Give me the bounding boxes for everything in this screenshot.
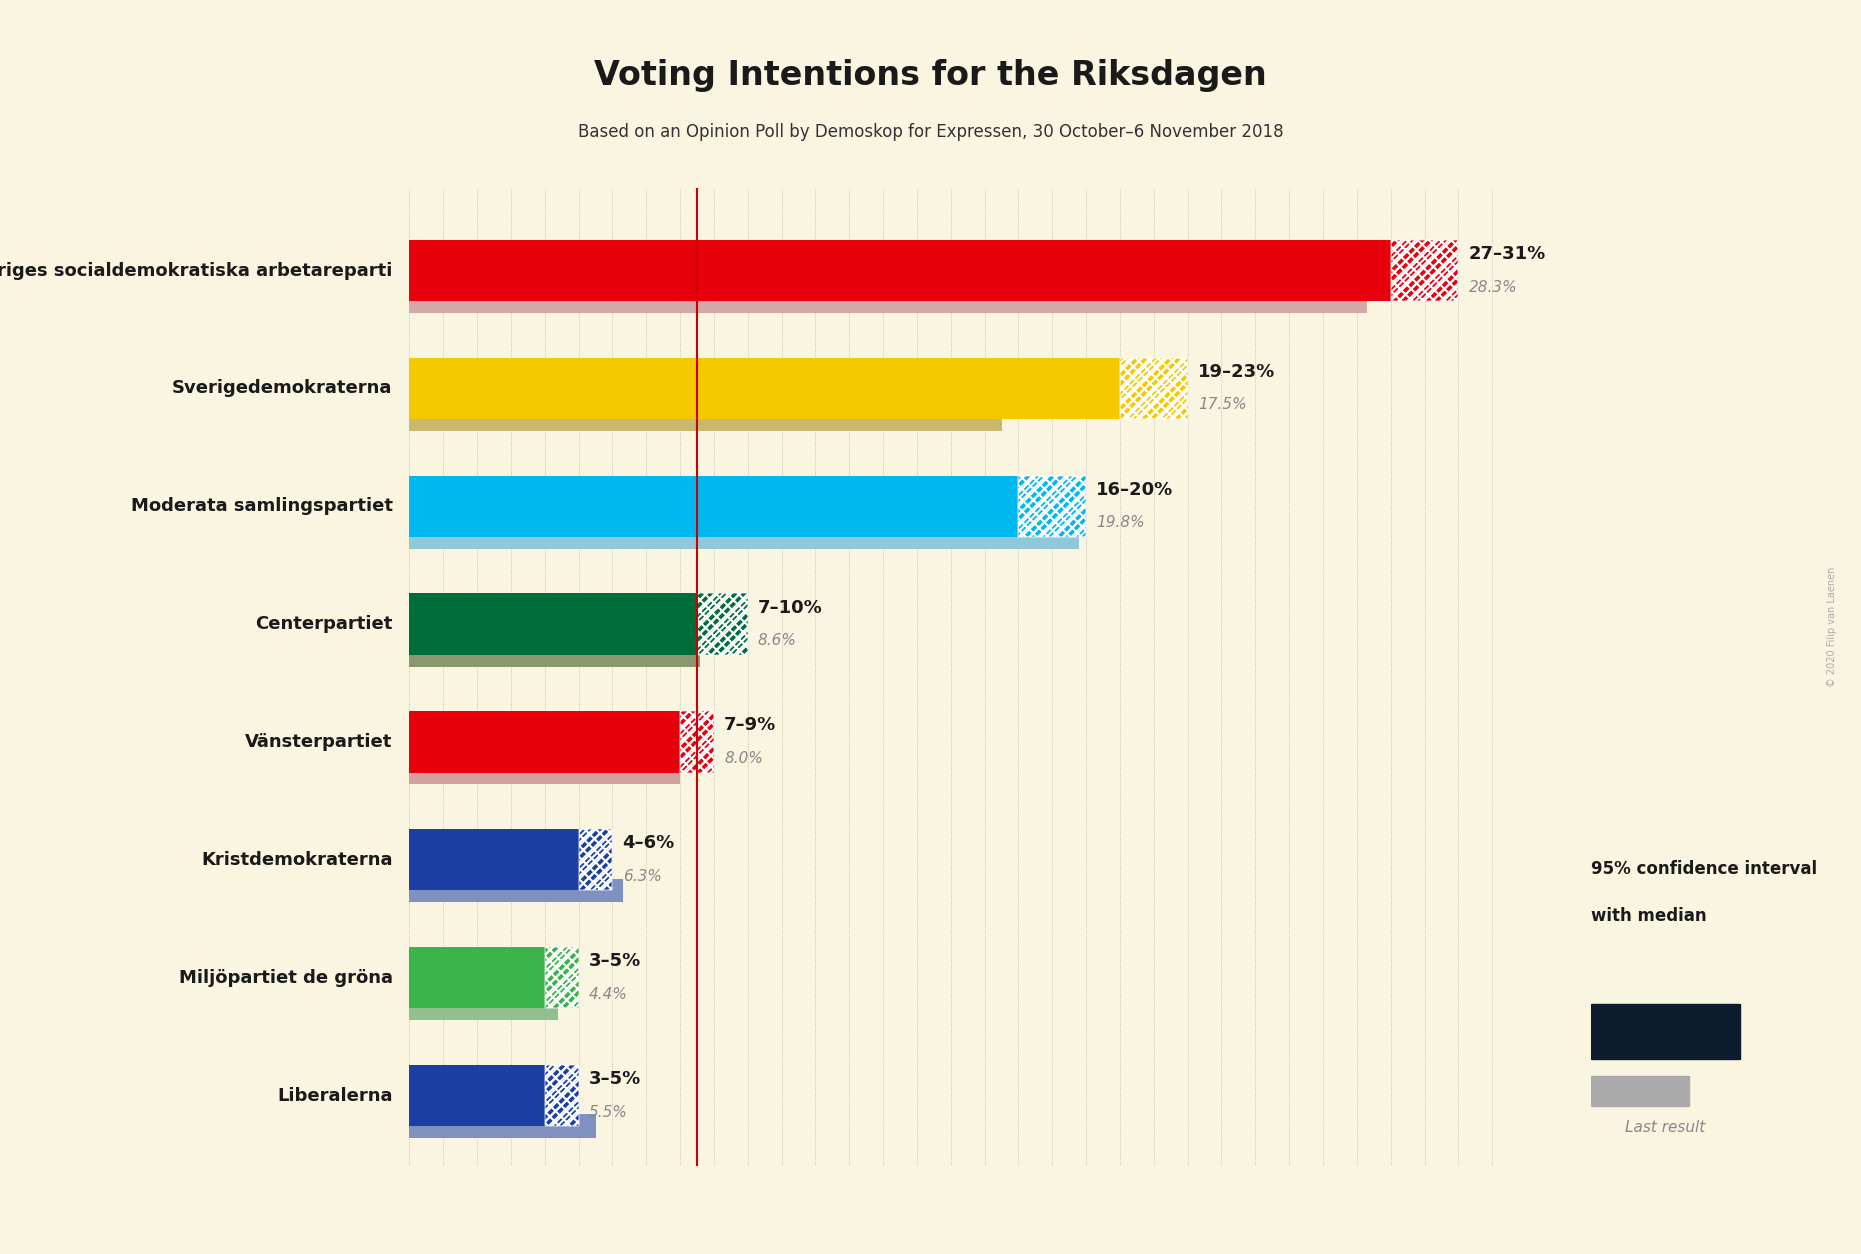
Text: 7–10%: 7–10% — [757, 598, 823, 617]
Bar — [679, 711, 715, 772]
Bar — [698, 593, 748, 655]
Bar — [1591, 1076, 1690, 1106]
Text: 3–5%: 3–5% — [588, 1070, 640, 1088]
Text: Sveriges socialdemokratiska arbetareparti: Sveriges socialdemokratiska arbetarepart… — [0, 262, 393, 280]
Text: 8.6%: 8.6% — [757, 633, 797, 648]
Bar — [545, 1065, 579, 1126]
Bar — [545, 947, 579, 1008]
Bar — [409, 829, 579, 890]
Text: 17.5%: 17.5% — [1198, 398, 1247, 413]
Bar — [1018, 475, 1087, 537]
Bar — [1120, 357, 1187, 419]
Text: Kristdemokraterna: Kristdemokraterna — [201, 850, 393, 869]
Text: Voting Intentions for the Riksdagen: Voting Intentions for the Riksdagen — [594, 59, 1267, 92]
Text: 6.3%: 6.3% — [623, 869, 661, 884]
Bar — [1120, 357, 1187, 419]
Bar — [679, 711, 715, 772]
Bar — [409, 357, 1120, 419]
Bar — [579, 829, 612, 890]
Bar — [409, 711, 679, 772]
Bar — [545, 1065, 579, 1126]
Text: 3–5%: 3–5% — [588, 952, 640, 971]
Bar — [1684, 1003, 1740, 1058]
Bar — [409, 879, 623, 902]
Text: 5.5%: 5.5% — [588, 1105, 627, 1120]
Bar — [545, 947, 579, 1008]
Text: © 2020 Filip van Laenen: © 2020 Filip van Laenen — [1828, 567, 1837, 687]
Text: Moderata samlingspartiet: Moderata samlingspartiet — [130, 498, 393, 515]
Text: 19–23%: 19–23% — [1198, 362, 1275, 381]
Text: Last result: Last result — [1625, 1120, 1707, 1135]
Bar — [409, 593, 698, 655]
Bar — [409, 290, 1368, 314]
Bar — [579, 829, 612, 890]
Text: 16–20%: 16–20% — [1096, 480, 1174, 499]
Text: 4.4%: 4.4% — [588, 987, 627, 1002]
Bar — [409, 1115, 596, 1137]
Text: Vänsterpartiet: Vänsterpartiet — [246, 734, 393, 751]
Bar — [409, 240, 1390, 301]
Text: Liberalerna: Liberalerna — [277, 1086, 393, 1105]
Bar — [409, 408, 1001, 431]
Bar — [409, 997, 558, 1020]
Text: 19.8%: 19.8% — [1096, 515, 1145, 530]
Text: 27–31%: 27–31% — [1468, 245, 1546, 263]
Bar — [409, 643, 700, 667]
Bar — [409, 761, 679, 785]
Bar — [1684, 1003, 1740, 1058]
Text: with median: with median — [1591, 908, 1707, 925]
Bar — [698, 593, 748, 655]
Bar — [409, 525, 1079, 549]
Text: 8.0%: 8.0% — [724, 751, 763, 766]
Text: 4–6%: 4–6% — [623, 834, 676, 853]
Bar — [1390, 240, 1459, 301]
Bar — [409, 947, 545, 1008]
Text: Sverigedemokraterna: Sverigedemokraterna — [171, 380, 393, 398]
Text: Miljöpartiet de gröna: Miljöpartiet de gröna — [179, 968, 393, 987]
Text: 28.3%: 28.3% — [1468, 280, 1517, 295]
Bar — [1390, 240, 1459, 301]
Text: Centerpartiet: Centerpartiet — [255, 616, 393, 633]
Bar — [1018, 475, 1087, 537]
Text: 7–9%: 7–9% — [724, 716, 776, 735]
Bar — [409, 475, 1018, 537]
Text: 95% confidence interval: 95% confidence interval — [1591, 860, 1818, 878]
Bar — [1591, 1003, 1684, 1058]
Text: Based on an Opinion Poll by Demoskop for Expressen, 30 October–6 November 2018: Based on an Opinion Poll by Demoskop for… — [577, 123, 1284, 140]
Bar — [409, 1065, 545, 1126]
